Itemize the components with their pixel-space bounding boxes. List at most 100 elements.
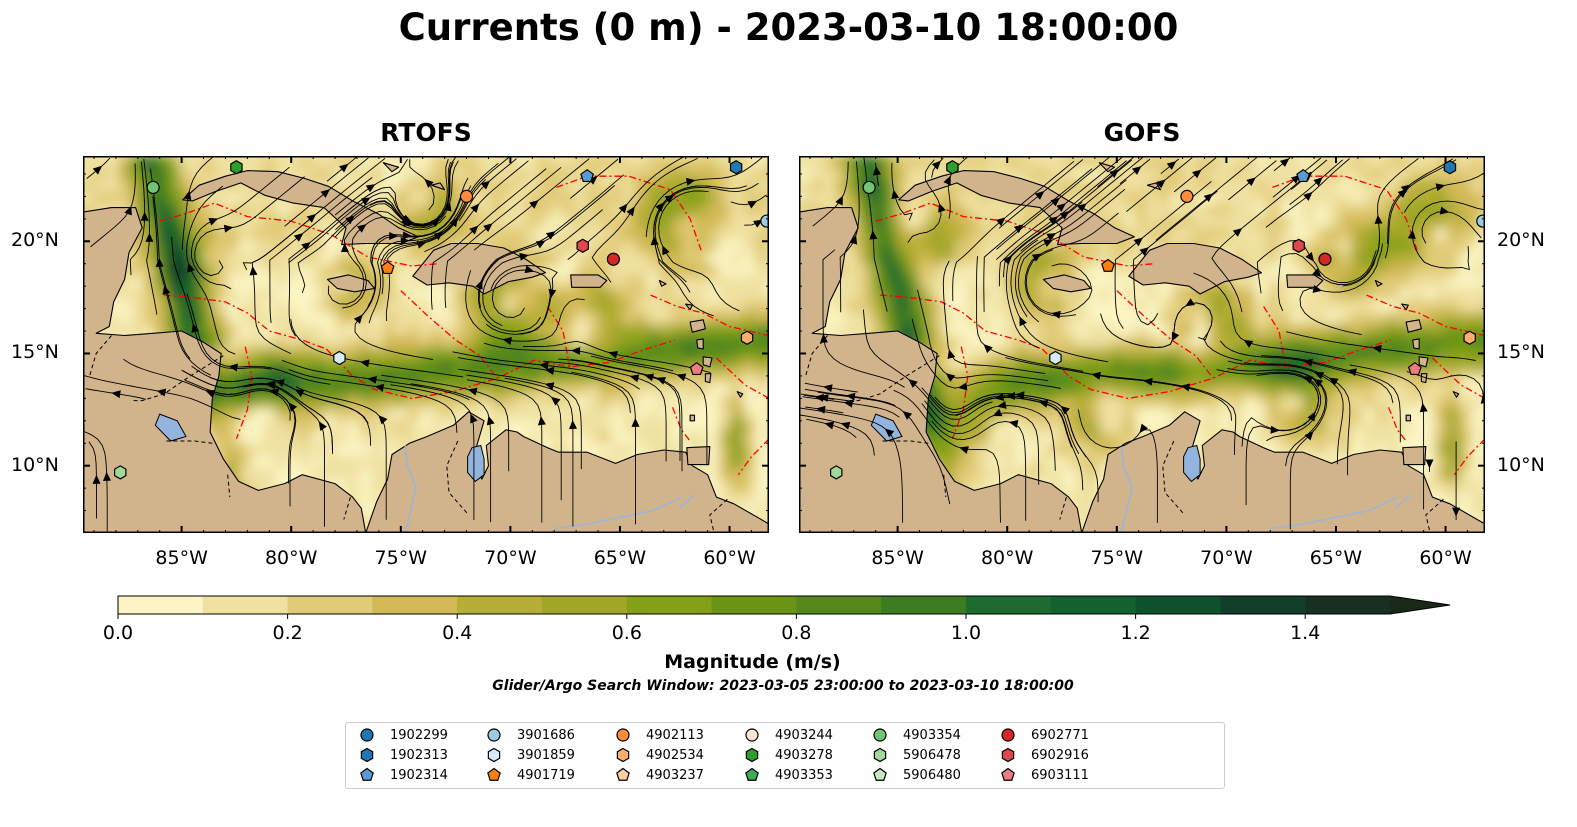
lat-tick-label: 15°N — [1497, 341, 1545, 364]
lon-tick-label: 60°W — [1419, 547, 1472, 569]
legend-marker-circle — [873, 728, 887, 742]
colorbar-tick-label: 0.0 — [102, 622, 134, 644]
lon-tick-label: 75°W — [374, 547, 428, 569]
lat-tick-label: 15°N — [11, 341, 59, 364]
float-marker-5906478 — [830, 465, 843, 480]
float-marker-5906478 — [114, 465, 127, 480]
legend-item: 4903244 — [743, 726, 833, 744]
colorbar-bin — [457, 596, 543, 614]
legend-marker-pentagon — [745, 767, 759, 781]
figure-title: Currents (0 m) - 2023-03-10 18:00:00 — [398, 6, 1179, 49]
legend-label: 5906478 — [903, 747, 961, 763]
lat-tick-label: 10°N — [1497, 453, 1545, 476]
legend-label: 4903354 — [903, 727, 961, 743]
colorbar-bin — [118, 596, 204, 614]
legend-item: 4903353 — [743, 766, 833, 784]
axis-ticks — [83, 156, 769, 533]
legend-marker-pentagon — [616, 767, 630, 781]
colorbar-bin — [202, 596, 289, 614]
legend-item: 5906480 — [871, 766, 961, 784]
float-marker-4903278 — [230, 160, 243, 175]
legend-item: 6903111 — [999, 766, 1089, 784]
colorbar-bin — [1135, 596, 1221, 614]
legend-label: 1902299 — [390, 727, 448, 743]
colorbar — [117, 595, 1451, 619]
float-markers — [830, 160, 1485, 480]
float-marker-6902916 — [1292, 238, 1305, 253]
float-marker-6902916 — [576, 238, 589, 253]
legend-marker-pentagon — [487, 767, 501, 781]
colorbar-extend-arrow — [1390, 596, 1450, 614]
float-marker-4902113 — [1180, 189, 1194, 203]
legend-item: 5906478 — [871, 746, 961, 764]
lon-tick-label: 75°W — [1090, 547, 1144, 569]
axis-ticks — [799, 156, 1485, 533]
lon-tick-label: 60°W — [703, 547, 756, 569]
float-marker-1902313 — [729, 160, 743, 175]
legend-item: 4901719 — [485, 766, 575, 784]
colorbar-bin — [796, 596, 882, 614]
streamlines — [799, 156, 1485, 530]
legend-item: 1902314 — [358, 766, 448, 784]
float-marker-4902113 — [459, 189, 474, 203]
legend-label: 3901859 — [517, 747, 575, 763]
legend-marker-circle — [487, 728, 501, 742]
lat-tick-label: 20°N — [11, 229, 59, 252]
panel-title-gofs: GOFS — [1103, 118, 1181, 147]
map-frame — [83, 156, 769, 533]
map-gofs — [799, 156, 1485, 533]
legend-item: 3901686 — [485, 726, 575, 744]
legend-label: 4903278 — [775, 747, 833, 763]
lon-tick-label: 65°W — [1309, 547, 1363, 569]
legend-label: 4902113 — [646, 727, 704, 743]
colorbar-bin — [372, 596, 458, 614]
legend-marker-circle — [360, 728, 374, 742]
legend-label: 4903353 — [775, 767, 833, 783]
legend-label: 1902314 — [390, 767, 448, 783]
legend-label: 5906480 — [903, 767, 961, 783]
float-marker-6902771 — [606, 252, 620, 266]
float-marker-1902313 — [1443, 160, 1457, 175]
colorbar-tick-label: 1.4 — [1290, 622, 1321, 644]
search-window-text: Glider/Argo Search Window: 2023-03-05 23… — [492, 678, 1074, 694]
legend-item: 4903354 — [871, 726, 961, 744]
legend-label: 1902313 — [390, 747, 448, 763]
float-marker-4903354 — [862, 180, 876, 195]
float-marker-6903111 — [1407, 361, 1422, 376]
legend-label: 6902771 — [1031, 727, 1089, 743]
legend-item: 1902313 — [358, 746, 448, 764]
legend-item: 4902534 — [614, 746, 704, 764]
lon-tick-label: 65°W — [593, 547, 647, 569]
float-marker-4903354 — [146, 180, 160, 195]
float-marker-1902314 — [580, 168, 594, 183]
legend-marker-hexagon — [873, 747, 887, 763]
legend-item: 1902299 — [358, 726, 448, 744]
float-marker-6903111 — [689, 361, 704, 376]
colorbar-bin — [626, 596, 713, 614]
legend-marker-hexagon — [745, 747, 759, 763]
lon-tick-label: 85°W — [871, 547, 924, 569]
legend-marker-circle — [745, 728, 759, 742]
float-marker-4901719 — [380, 260, 395, 275]
legend-label: 4903237 — [646, 767, 704, 783]
lat-tick-label: 10°N — [11, 453, 59, 476]
legend-marker-hexagon — [487, 747, 501, 763]
colorbar-bin — [711, 596, 797, 614]
colorbar-bin — [966, 596, 1052, 614]
lon-tick-label: 80°W — [264, 547, 318, 569]
colorbar-bin — [1305, 596, 1391, 614]
colorbar-tick-label: 1.0 — [950, 622, 982, 644]
legend-marker-pentagon — [360, 767, 374, 781]
float-marker-3901686 — [1476, 214, 1485, 228]
colorbar-bin — [1220, 596, 1306, 614]
streamlines — [84, 156, 767, 532]
legend-marker-circle — [616, 728, 630, 742]
colorbar-bin — [1050, 596, 1137, 614]
legend-label: 4902534 — [646, 747, 704, 763]
colorbar-tick-label: 0.4 — [442, 622, 473, 644]
colorbar-label: Magnitude (m/s) — [664, 651, 841, 673]
float-marker-4903278 — [946, 160, 959, 175]
float-legend: 1902299 1902313 1902314 3901686 3901859 49017… — [345, 722, 1225, 789]
map-frame — [799, 156, 1485, 533]
legend-marker-pentagon — [873, 767, 887, 781]
